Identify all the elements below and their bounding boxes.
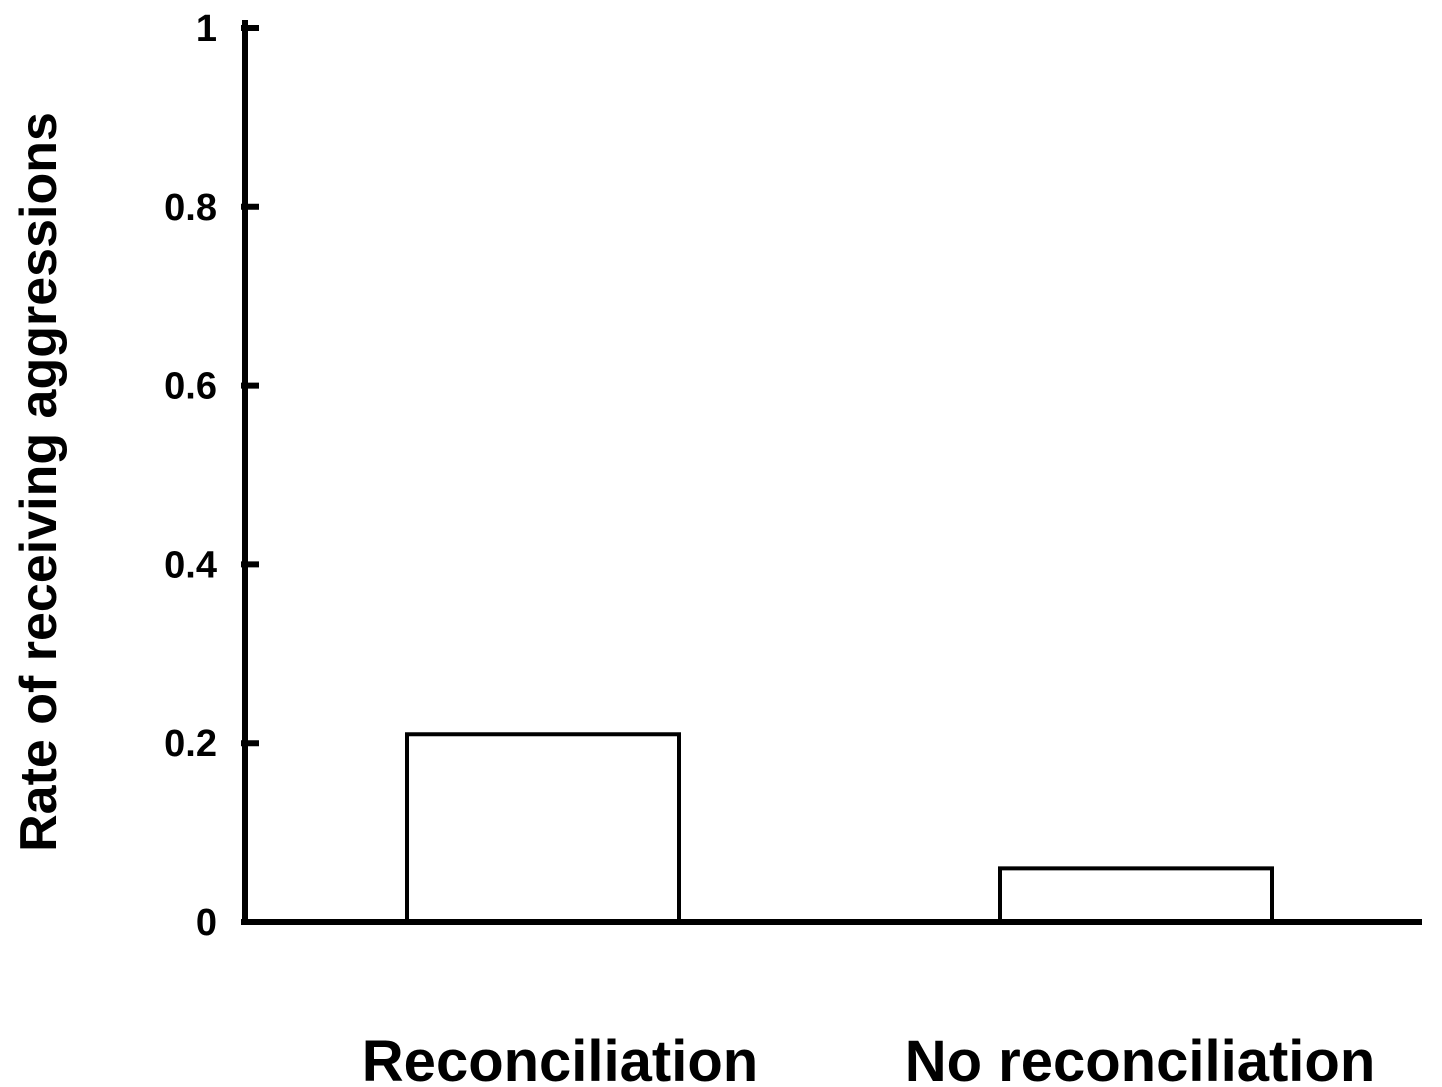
y-tick-label: 0.8 <box>164 187 217 229</box>
x-category-label: Reconciliation <box>362 1029 758 1087</box>
y-ticks-group <box>241 25 259 925</box>
category-labels-group: Reconciliation No reconciliation <box>362 1029 1375 1087</box>
bar-no-reconciliation <box>998 866 1274 924</box>
y-tick-label: 0.6 <box>164 366 217 408</box>
y-tick-label: 0.4 <box>164 544 217 586</box>
y-tick-label: 1 <box>196 8 217 50</box>
y-axis-title: Rate of receiving aggressions <box>10 112 68 852</box>
y-tick-label: 0.2 <box>164 723 217 765</box>
x-category-label: No reconciliation <box>905 1029 1376 1087</box>
y-tick-labels-group: 0 0.2 0.4 0.6 0.8 1 <box>164 8 217 944</box>
bar-reconciliation <box>405 732 681 925</box>
y-tick-label: 0 <box>196 902 217 944</box>
bars-group <box>405 732 1274 925</box>
axes-group <box>242 20 1422 925</box>
